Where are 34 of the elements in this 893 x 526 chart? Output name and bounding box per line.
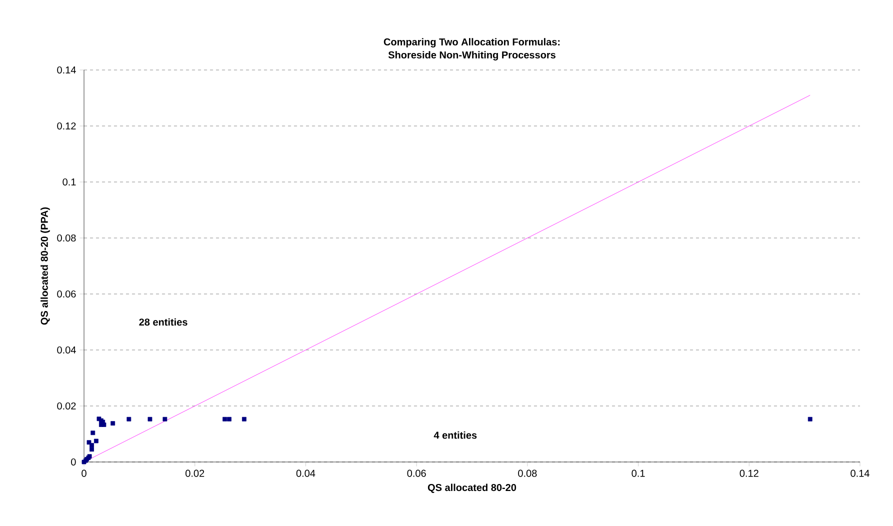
y-tick-label: 0.12: [57, 122, 76, 130]
y-tick-label: 0.1: [62, 178, 76, 186]
point: [162, 416, 168, 422]
point: [90, 430, 96, 436]
point: [126, 416, 132, 422]
annotation: 28 entities: [139, 318, 188, 326]
x-tick-label: 0.12: [740, 470, 758, 477]
x-axis-title: QS allocated 80-20: [428, 484, 516, 493]
x-tick-label: 0.14: [850, 470, 870, 477]
point: [98, 422, 104, 427]
y-tick-label: 0.04: [57, 346, 76, 354]
x-tick-label: 0.06: [407, 470, 426, 477]
point: [110, 421, 116, 426]
annotation: 4 entities: [434, 431, 477, 439]
point: [222, 416, 227, 422]
chart-title: Comparing Two Allocation Formulas: Shoreside Non-Whiting Processors: [384, 38, 560, 60]
x-tick-label: 0.1: [632, 470, 645, 477]
y-tick-label: 0.06: [57, 290, 76, 298]
point: [242, 416, 246, 422]
y-axis-title: QS allocated 80-20 (PPA): [40, 207, 50, 325]
x-tick-label: 0.04: [296, 470, 316, 477]
point: [90, 442, 94, 448]
point: [227, 416, 232, 422]
point: [94, 438, 98, 444]
x-tick-label: 0.08: [518, 470, 537, 477]
point: [808, 416, 812, 422]
y-tick-label: 0.14: [57, 66, 76, 74]
y-tick-label: 0.08: [57, 234, 76, 242]
point: [90, 447, 94, 452]
x-tick-label: 0.02: [186, 470, 204, 477]
y-tick-label: 0: [71, 458, 76, 466]
point: [148, 416, 152, 422]
x-tick-label: 0: [82, 470, 86, 477]
y-tick-label: 0.02: [57, 402, 76, 410]
